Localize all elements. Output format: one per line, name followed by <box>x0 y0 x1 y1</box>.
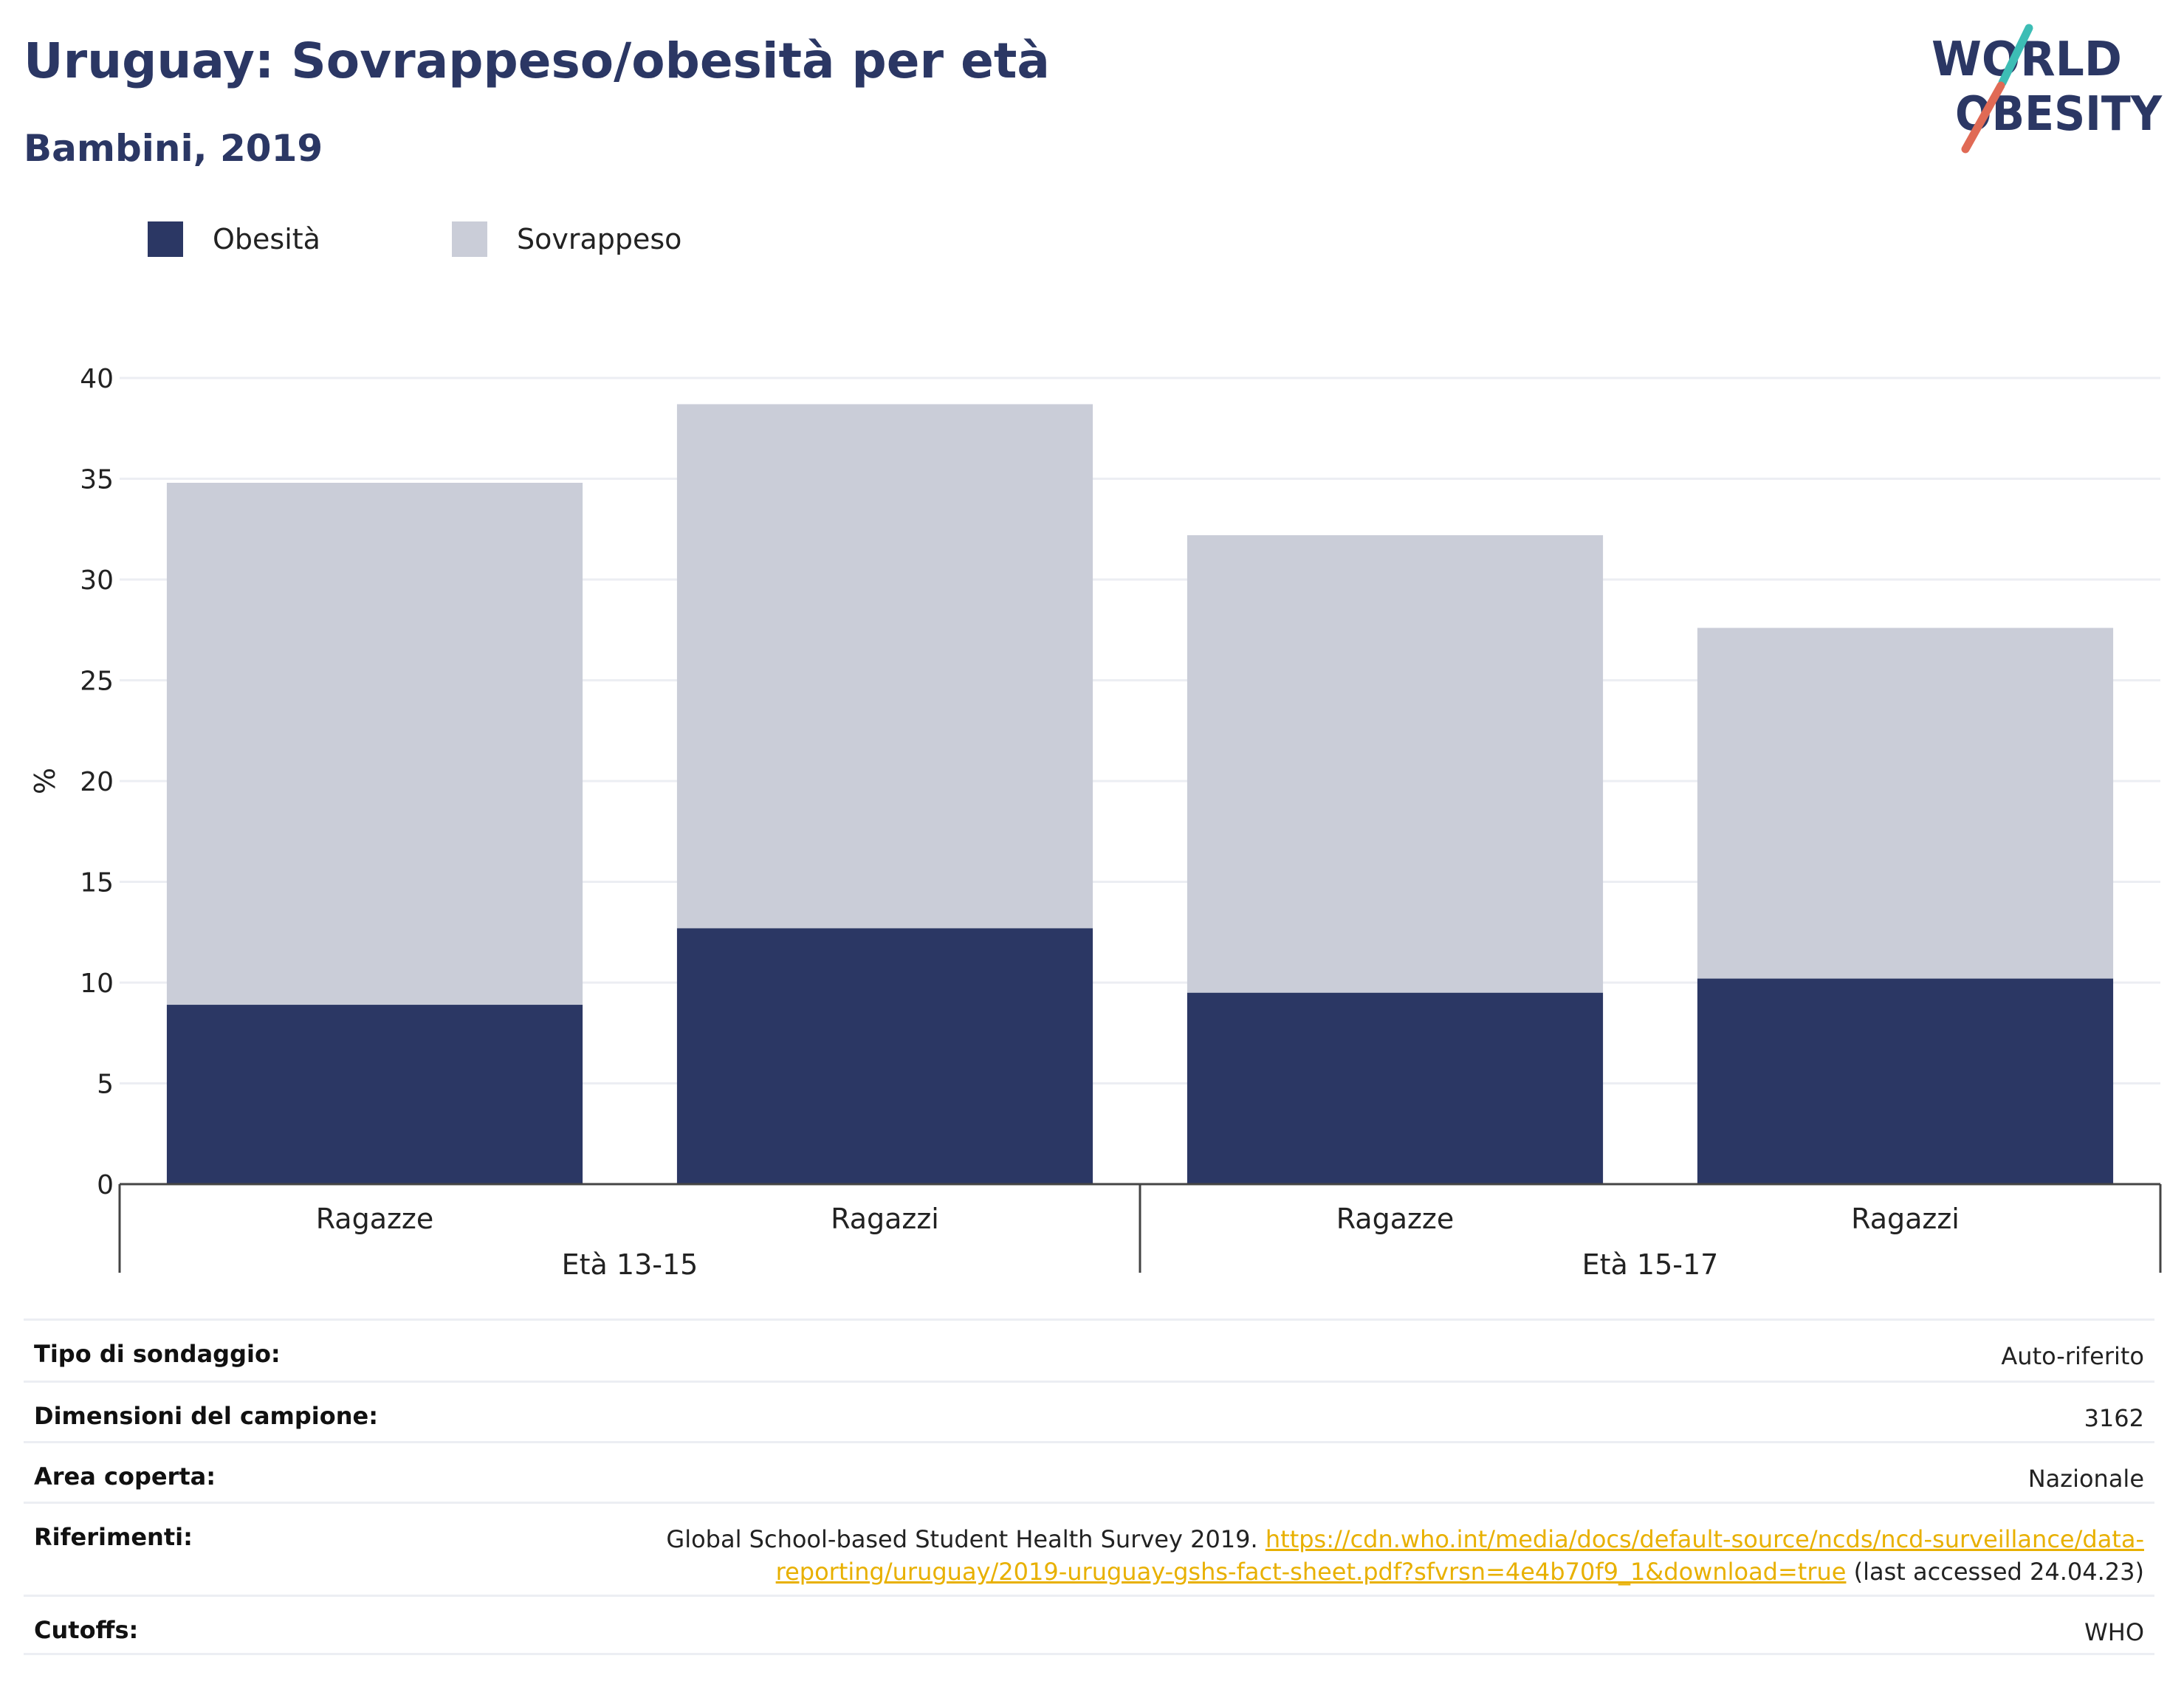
legend-item-overweight: Sovrappeso <box>452 221 681 257</box>
cutoffs-value: WHO <box>2084 1618 2144 1646</box>
sample-size-value: 3162 <box>2084 1404 2144 1432</box>
survey-type-value: Auto-riferito <box>2001 1342 2144 1370</box>
info-row-survey-type: Tipo di sondaggio: Auto-riferito <box>24 1318 2154 1381</box>
info-row-cutoffs: Cutoffs: WHO <box>24 1595 2154 1655</box>
bar-overweight <box>1187 534 1604 993</box>
group-label: Età 13-15 <box>562 1248 698 1281</box>
area-label: Area coperta: <box>34 1462 216 1491</box>
references-label: Riferimenti: <box>34 1523 193 1551</box>
bar-obesity <box>1187 992 1604 1184</box>
y-tick-label: 15 <box>80 868 114 898</box>
survey-type-label: Tipo di sondaggio: <box>34 1340 281 1368</box>
y-tick-label: 20 <box>80 767 114 797</box>
bar-overweight <box>676 404 1093 929</box>
y-tick-label: 30 <box>80 565 114 596</box>
bar-overweight <box>166 482 583 1005</box>
bar-overweight <box>1697 628 2114 979</box>
sample-size-label: Dimensioni del campione: <box>34 1402 379 1430</box>
x-tick-label: Ragazze <box>1336 1203 1455 1235</box>
legend-swatch-overweight <box>452 221 487 257</box>
y-tick-label: 40 <box>80 364 114 394</box>
cutoffs-label: Cutoffs: <box>34 1616 139 1644</box>
chart-title: Uruguay: Sovrappeso/obesità per età <box>24 32 1050 89</box>
y-tick-label: 10 <box>80 969 114 999</box>
references-accessed: (last accessed 24.04.23) <box>1853 1558 2144 1586</box>
references-value: Global School-based Student Health Surve… <box>666 1523 2144 1588</box>
stacked-bar-chart: 0 5 10 15 20 25 30 35 40% Ragazze Ragazzi Ragazze Ra… <box>29 364 2162 1281</box>
references-line-1: Global School-based Student Health Surve… <box>666 1523 2144 1555</box>
references-line-2: reporting/uruguay/2019-uruguay-gshs-fact… <box>666 1555 2144 1588</box>
group-label: Età 15-17 <box>1582 1248 1719 1281</box>
x-tick-label: Ragazzi <box>831 1203 939 1235</box>
y-axis-title: % <box>29 768 61 794</box>
svg-text:OBESITY: OBESITY <box>1955 87 2163 142</box>
bar-obesity <box>166 1005 583 1184</box>
y-tick-label: 5 <box>97 1070 114 1100</box>
legend-item-obesity: Obesità <box>148 221 320 257</box>
bar-obesity <box>1697 978 2114 1184</box>
chart-subtitle: Bambini, 2019 <box>24 127 323 170</box>
references-text: Global School-based Student Health Surve… <box>666 1525 1258 1553</box>
y-tick-label: 0 <box>97 1170 114 1200</box>
area-value: Nazionale <box>2027 1465 2144 1493</box>
legend-label-overweight: Sovrappeso <box>517 223 682 255</box>
info-row-sample-size: Dimensioni del campione: 3162 <box>24 1381 2154 1441</box>
legend-swatch-obesity <box>148 221 183 257</box>
y-tick-label: 35 <box>80 465 114 495</box>
y-tick-label: 25 <box>80 667 114 697</box>
info-row-references: Riferimenti: Global School-based Student… <box>24 1502 2154 1595</box>
world-obesity-logo: WORLD OBESITY <box>1931 24 2163 154</box>
info-row-area: Area coperta: Nazionale <box>24 1441 2154 1502</box>
references-link-part-1[interactable]: https://cdn.who.int/media/docs/default-s… <box>1265 1525 2144 1553</box>
references-link-part-2[interactable]: reporting/uruguay/2019-uruguay-gshs-fact… <box>775 1558 1847 1586</box>
legend-label-obesity: Obesità <box>213 223 320 255</box>
x-tick-label: Ragazze <box>316 1203 434 1235</box>
x-tick-label: Ragazzi <box>1851 1203 1960 1235</box>
survey-info-table: Tipo di sondaggio: Auto-riferito Dimensi… <box>24 1318 2154 1655</box>
bar-obesity <box>676 928 1093 1184</box>
